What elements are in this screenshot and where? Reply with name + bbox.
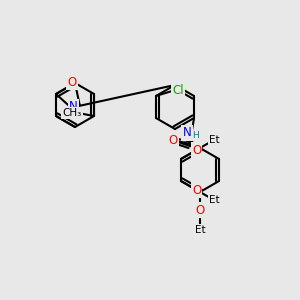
Text: Et: Et: [208, 135, 219, 145]
Text: H: H: [192, 130, 198, 140]
Text: CH₃: CH₃: [62, 108, 82, 118]
Text: O: O: [192, 143, 201, 157]
Text: Et: Et: [208, 195, 219, 205]
Text: O: O: [168, 131, 178, 145]
Text: O: O: [68, 76, 76, 88]
Text: Et: Et: [195, 225, 205, 235]
Text: Cl: Cl: [172, 85, 184, 98]
Text: O: O: [168, 134, 178, 146]
Text: N: N: [183, 127, 191, 140]
Text: N: N: [69, 100, 78, 113]
Text: O: O: [192, 184, 201, 196]
Text: O: O: [195, 203, 205, 217]
